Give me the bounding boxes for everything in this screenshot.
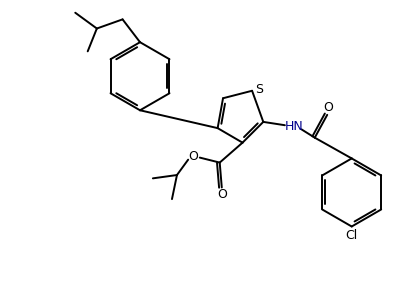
Text: O: O: [324, 101, 334, 114]
Text: S: S: [256, 83, 264, 96]
Text: Cl: Cl: [346, 229, 358, 242]
Text: O: O: [217, 188, 227, 202]
Text: O: O: [188, 150, 198, 163]
Text: HN: HN: [285, 120, 304, 132]
